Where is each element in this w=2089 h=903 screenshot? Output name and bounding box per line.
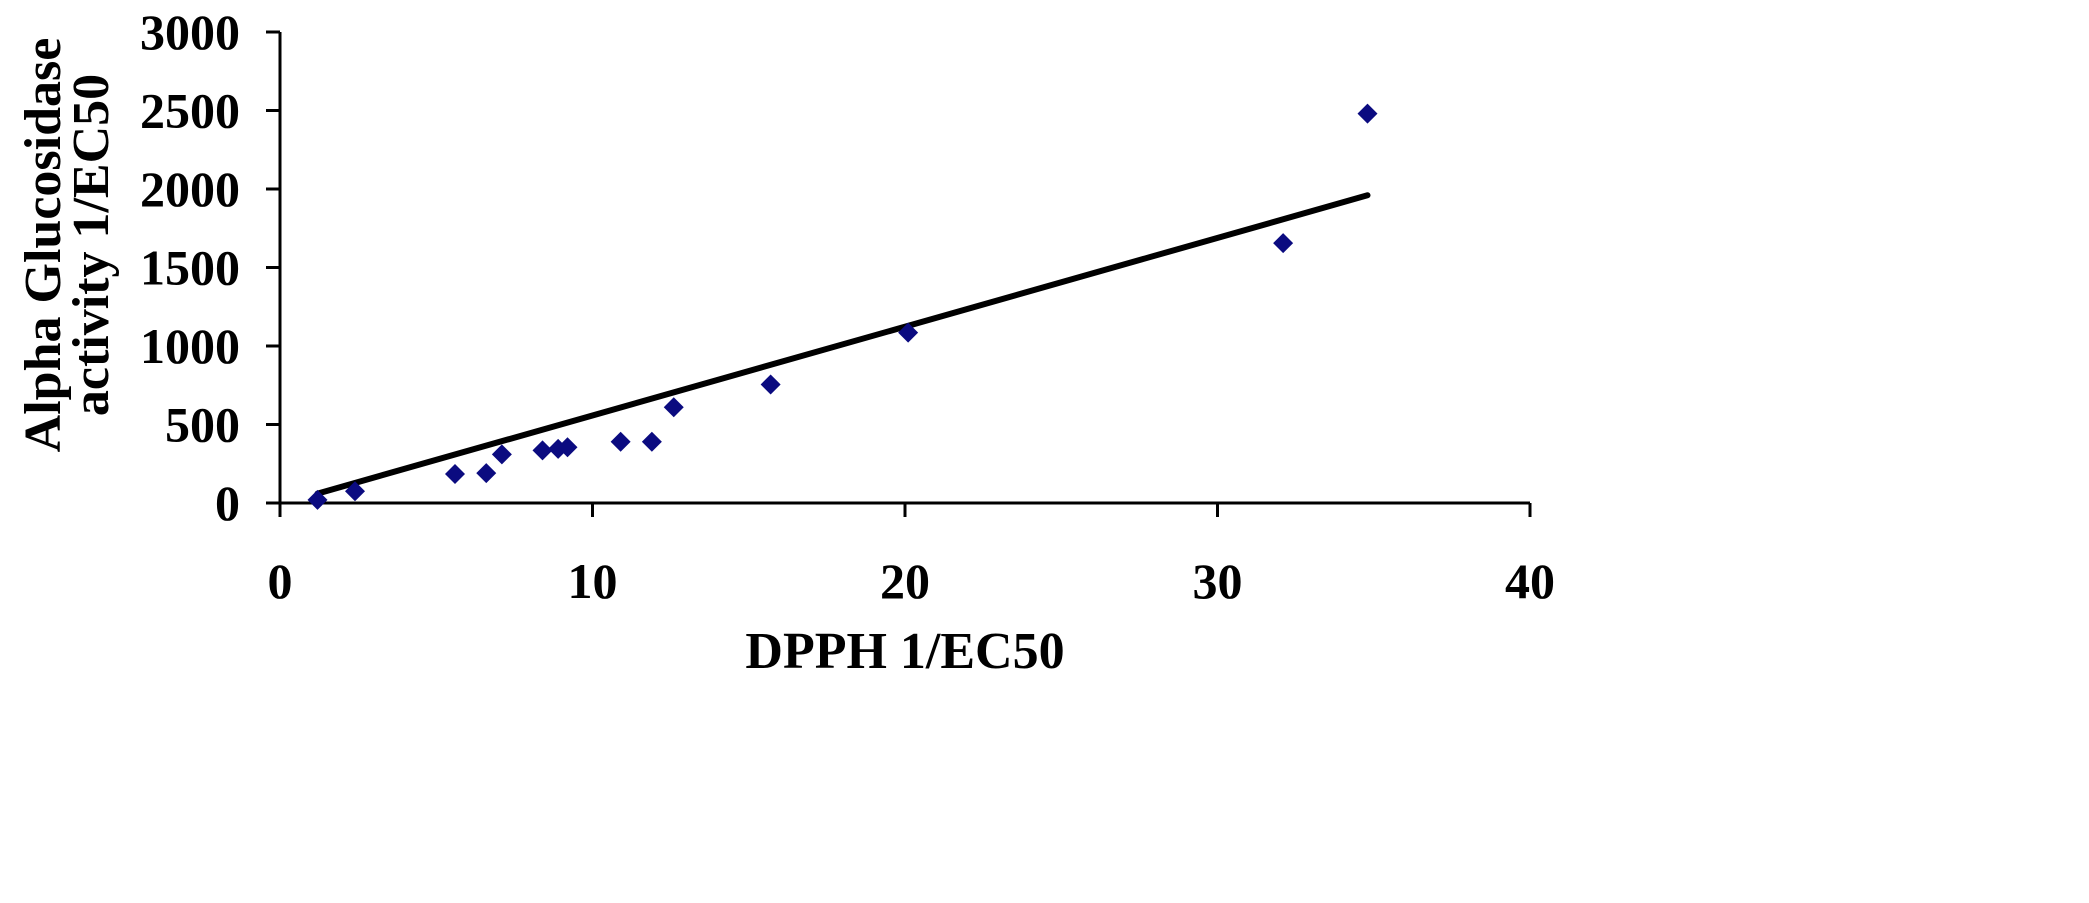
y-axis-title-line-1: Alpha Glucosidase <box>15 38 72 453</box>
data-points <box>307 103 1378 510</box>
trendline-group <box>314 192 1371 497</box>
y-tick-label: 2000 <box>140 161 240 217</box>
data-point <box>760 374 781 395</box>
x-tick-label: 0 <box>268 553 293 609</box>
x-axis-title: DPPH 1/EC50 <box>745 623 1064 680</box>
y-tick-label: 1500 <box>140 240 240 296</box>
data-point <box>476 463 497 484</box>
data-point <box>898 322 919 343</box>
data-point <box>1273 233 1294 254</box>
y-tick-label: 0 <box>215 475 240 531</box>
y-axis-title-line-2: activity 1/EC50 <box>63 74 120 416</box>
y-tick-label: 2500 <box>140 83 240 139</box>
data-point <box>491 444 512 465</box>
axes <box>278 32 1530 505</box>
data-point <box>663 397 684 418</box>
data-point <box>1357 103 1378 124</box>
data-point <box>610 431 631 452</box>
data-point <box>557 437 578 458</box>
x-tick-label: 10 <box>568 553 618 609</box>
data-point <box>641 431 662 452</box>
y-ticks: 0 500 1000 1500 2000 2500 3000 <box>140 4 280 531</box>
y-tick-label: 1000 <box>140 318 240 374</box>
x-ticks: 0 10 20 30 40 <box>268 503 1555 609</box>
x-tick-label: 40 <box>1505 553 1555 609</box>
scatter-chart: 0 500 1000 1500 2000 2500 3000 0 10 20 30 40 DPPH … <box>15 4 1555 680</box>
x-tick-label: 20 <box>880 553 930 609</box>
data-point <box>345 481 365 502</box>
x-tick-label: 30 <box>1193 553 1243 609</box>
data-point <box>445 463 465 484</box>
y-axis-title: Alpha Glucosidase activity 1/EC50 <box>15 38 120 453</box>
trendline <box>314 192 1371 497</box>
y-tick-label: 3000 <box>140 4 240 60</box>
data-point <box>532 440 553 461</box>
y-tick-label: 500 <box>165 397 240 453</box>
data-point <box>307 489 328 510</box>
